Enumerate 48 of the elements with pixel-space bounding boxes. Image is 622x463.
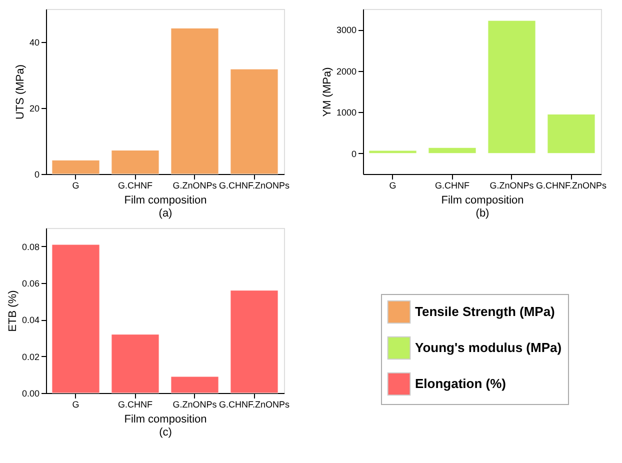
bar — [230, 68, 278, 174]
y-tick-label: 0.06 — [22, 278, 40, 288]
bar — [170, 376, 219, 394]
x-tick-label: G — [72, 180, 80, 190]
x-tick-label: G.CHNF.ZnONPs — [218, 180, 290, 190]
legend-label: Young's modulus (MPa) — [415, 340, 562, 355]
x-tick-label: G.ZnONPs — [490, 180, 534, 190]
bar — [111, 334, 160, 394]
x-axis-title: Film composition — [124, 194, 207, 206]
x-tick-label: G.CHNF — [118, 180, 153, 190]
y-tick-label: 0.02 — [22, 352, 40, 362]
bar — [111, 150, 160, 174]
text: (b) — [476, 208, 490, 220]
x-tick-label: G.CHNF.ZnONPs — [218, 400, 290, 410]
y-tick-label: 20 — [29, 104, 40, 114]
y-tick-label: 0 — [351, 148, 356, 159]
bar — [547, 114, 596, 154]
y-tick-label: 40 — [29, 38, 40, 48]
x-axis-title: Film composition — [441, 194, 524, 206]
text: (c) — [159, 426, 172, 438]
y-tick-label: 3000 — [336, 25, 356, 36]
bar — [488, 20, 536, 154]
bar — [368, 150, 417, 154]
x-tick-label: G.ZnONPs — [172, 400, 218, 410]
y-tick-label: 0 — [34, 170, 40, 180]
bar — [52, 244, 100, 394]
y-axis-title: YM (MPa) — [321, 67, 334, 117]
bar — [230, 290, 278, 394]
y-axis-title: UTS (MPa) — [14, 64, 26, 120]
y-tick-label: 1000 — [336, 108, 356, 118]
legend-label: Tensile Strength (MPa) — [415, 304, 555, 319]
legend-label: Elongation (%) — [415, 376, 506, 391]
x-tick-label: G.ZnONPs — [172, 180, 218, 190]
bar — [428, 147, 476, 154]
y-tick-label: 0.04 — [22, 315, 40, 326]
x-tick-label: G.CHNF — [435, 180, 470, 190]
bar — [52, 160, 100, 174]
y-axis-title: ETB (%) — [6, 290, 19, 332]
x-tick-label: G.CHNF — [118, 400, 153, 410]
bar — [170, 28, 219, 174]
x-axis-title: Film composition — [124, 414, 207, 426]
y-tick-label: 0.08 — [22, 242, 40, 252]
y-tick-label: 0.00 — [22, 388, 40, 398]
x-tick-label: G — [389, 180, 396, 190]
x-tick-label: G — [72, 400, 80, 410]
y-tick-label: 2000 — [336, 66, 356, 76]
text: (a) — [158, 208, 172, 220]
x-tick-label: G.CHNF.ZnONPs — [536, 180, 607, 190]
